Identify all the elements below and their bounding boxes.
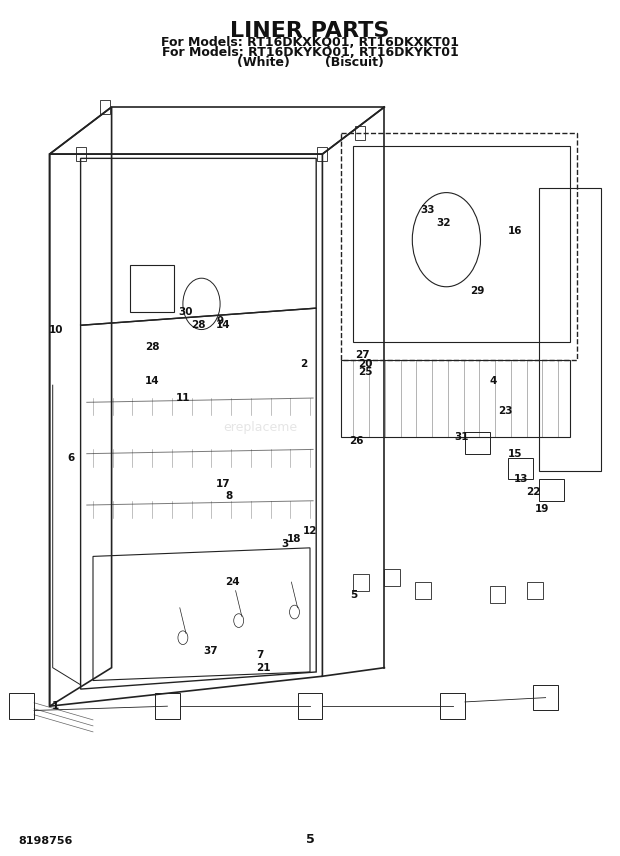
Bar (533, 685, 558, 710)
Text: 11: 11 (175, 393, 190, 403)
Bar (353, 574, 369, 591)
Bar (415, 582, 431, 599)
Text: 13: 13 (513, 474, 528, 484)
Text: 18: 18 (287, 534, 302, 544)
Bar (155, 693, 180, 719)
Text: 14: 14 (216, 320, 231, 330)
Text: 17: 17 (216, 479, 231, 489)
Text: 21: 21 (256, 663, 271, 673)
Bar (539, 479, 564, 501)
Text: 28: 28 (144, 342, 159, 352)
Text: 10: 10 (48, 324, 63, 335)
Bar (508, 458, 533, 479)
Text: 37: 37 (203, 645, 218, 656)
Text: 8198756: 8198756 (19, 835, 73, 846)
Text: ereplaceme: ereplaceme (223, 421, 298, 435)
Text: For Models: RT16DKYKQ01, RT16DKYKT01: For Models: RT16DKYKQ01, RT16DKYKT01 (162, 46, 458, 59)
Text: LINER PARTS: LINER PARTS (230, 21, 390, 41)
Bar (355, 126, 365, 140)
Text: 1: 1 (52, 701, 60, 711)
Text: 26: 26 (349, 436, 364, 446)
Text: 31: 31 (454, 431, 469, 442)
Text: 7: 7 (257, 650, 264, 660)
Text: 5: 5 (306, 833, 314, 846)
Bar (465, 432, 490, 454)
Bar (130, 265, 174, 312)
Bar (298, 693, 322, 719)
Text: 27: 27 (355, 350, 370, 360)
Text: 29: 29 (470, 286, 485, 296)
Text: (White)        (Biscuit): (White) (Biscuit) (237, 56, 383, 69)
Text: 23: 23 (498, 406, 513, 416)
Bar (317, 147, 327, 161)
Text: 2: 2 (300, 359, 308, 369)
Bar (76, 147, 86, 161)
Bar (100, 100, 110, 114)
Text: 12: 12 (303, 526, 317, 536)
Text: 8: 8 (226, 491, 233, 502)
Text: 24: 24 (225, 577, 240, 587)
Bar (440, 693, 465, 719)
Text: 5: 5 (350, 590, 357, 600)
Text: 4: 4 (489, 376, 497, 386)
Bar (527, 582, 542, 599)
Text: For Models: RT16DKXKQ01, RT16DKXKT01: For Models: RT16DKXKQ01, RT16DKXKT01 (161, 36, 459, 49)
Text: 32: 32 (436, 217, 451, 228)
Text: 19: 19 (535, 504, 550, 514)
Text: 20: 20 (358, 359, 373, 369)
Bar (9, 693, 34, 719)
Text: 9: 9 (216, 316, 224, 326)
Bar (490, 586, 505, 603)
Text: 22: 22 (526, 487, 541, 497)
Text: 14: 14 (144, 376, 159, 386)
Text: 33: 33 (420, 205, 435, 215)
Text: 3: 3 (281, 538, 289, 549)
Text: 28: 28 (191, 320, 206, 330)
Bar (384, 569, 400, 586)
Text: 6: 6 (68, 453, 75, 463)
Text: 15: 15 (507, 449, 522, 459)
Text: 16: 16 (507, 226, 522, 236)
Text: 25: 25 (358, 367, 373, 377)
Text: 30: 30 (179, 307, 193, 318)
